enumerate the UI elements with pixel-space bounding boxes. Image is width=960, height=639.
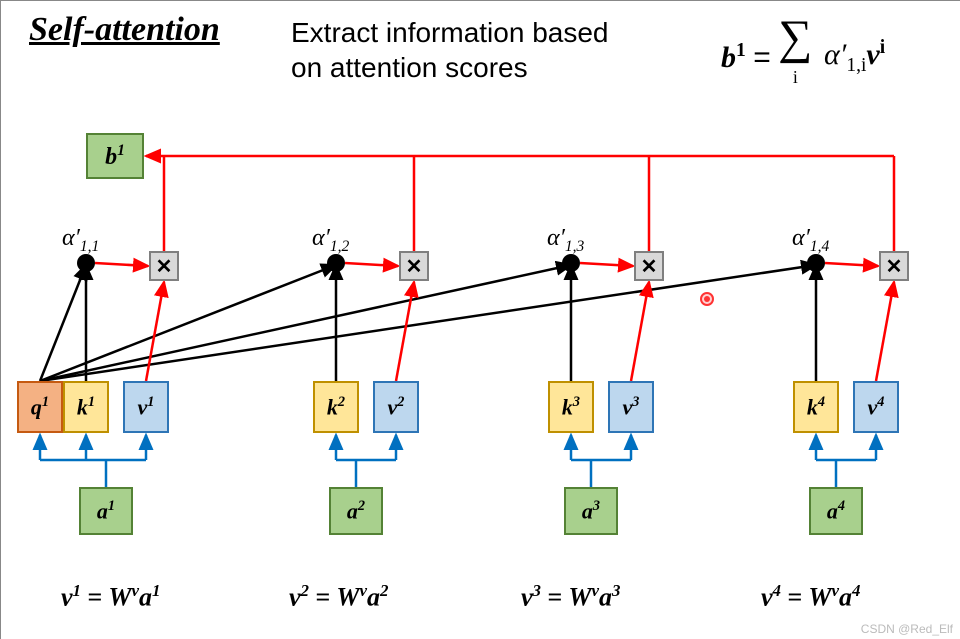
alpha-dot-4 — [807, 254, 825, 272]
alpha-label-1: α′1,1 — [62, 225, 99, 256]
v-box-3: v3 — [608, 381, 654, 433]
alpha-label-3: α′1,3 — [547, 225, 584, 256]
bottom-eq-4: v4 = Wva4 — [761, 581, 860, 613]
output-b-box: b1 — [86, 133, 144, 179]
k-box-2: k2 — [313, 381, 359, 433]
laser-pointer-core — [704, 296, 710, 302]
q-box-1: q1 — [17, 381, 63, 433]
a-box-4: a4 — [809, 487, 863, 535]
multiply-icon-3: ✕ — [634, 251, 664, 281]
v-box-1: v1 — [123, 381, 169, 433]
watermark-text: CSDN @Red_Elf — [861, 622, 953, 636]
k-box-1: k1 — [63, 381, 109, 433]
multiply-icon-2: ✕ — [399, 251, 429, 281]
multiply-icon-1: ✕ — [149, 251, 179, 281]
alpha-dot-1 — [77, 254, 95, 272]
b-box-sym: b — [105, 144, 117, 170]
multiply-icon-4: ✕ — [879, 251, 909, 281]
bottom-eq-2: v2 = Wva2 — [289, 581, 388, 613]
alpha-label-4: α′1,4 — [792, 225, 829, 256]
v-box-4: v4 — [853, 381, 899, 433]
alpha-dot-2 — [327, 254, 345, 272]
a-box-2: a2 — [329, 487, 383, 535]
bottom-eq-3: v3 = Wva3 — [521, 581, 620, 613]
k-box-3: k3 — [548, 381, 594, 433]
a-box-3: a3 — [564, 487, 618, 535]
bottom-eq-1: v1 = Wva1 — [61, 581, 160, 613]
b-box-sup: 1 — [117, 142, 125, 159]
arrows-layer — [1, 1, 960, 639]
k-box-4: k4 — [793, 381, 839, 433]
alpha-label-2: α′1,2 — [312, 225, 349, 256]
a-box-1: a1 — [79, 487, 133, 535]
v-box-2: v2 — [373, 381, 419, 433]
alpha-dot-3 — [562, 254, 580, 272]
diagram-stage: Self-attention Extract information based… — [0, 0, 960, 639]
